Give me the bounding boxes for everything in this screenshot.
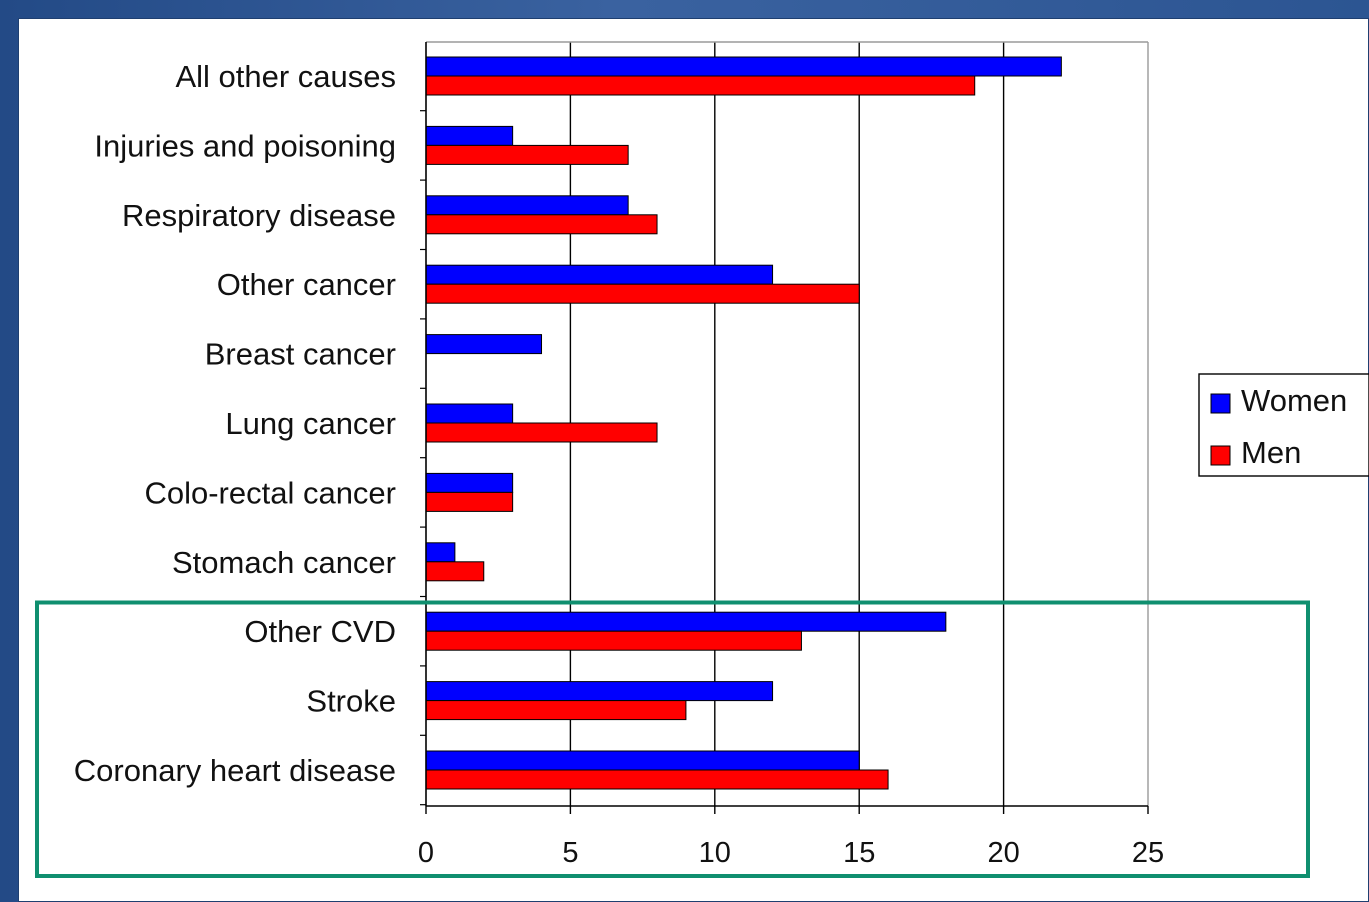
bar-women-1 (425, 125, 514, 146)
bar-women-3 (425, 264, 774, 285)
bar-men-8 (425, 630, 802, 651)
bar-women-8 (425, 611, 947, 632)
x-tick-label: 5 (562, 837, 578, 869)
bar-men-3 (425, 283, 860, 304)
category-labels: All other causes Injuries and poisoning Re… (74, 59, 396, 788)
category-label: Respiratory disease (122, 198, 396, 233)
bar-women-4 (425, 334, 543, 355)
x-tick-labels: 0 5 10 15 20 25 (418, 837, 1164, 869)
bar-men-0 (425, 75, 976, 96)
category-label: All other causes (175, 59, 396, 94)
category-label: Lung cancer (225, 406, 396, 441)
legend-label-men: Men (1241, 435, 1301, 470)
bar-men-7 (425, 561, 485, 582)
bar-women-5 (425, 403, 514, 424)
x-tick-label: 15 (843, 837, 875, 869)
axes (420, 41, 1149, 814)
legend-swatch-men (1210, 445, 1231, 466)
bar-men-6 (425, 491, 514, 512)
bar-women-6 (425, 472, 514, 493)
bars (425, 56, 1062, 790)
x-tick-label: 0 (418, 837, 434, 869)
category-label: Other cancer (217, 267, 396, 302)
bar-women-7 (425, 542, 456, 563)
grid-lines (569, 42, 1149, 806)
category-label: Injuries and poisoning (94, 128, 396, 163)
bar-men-1 (425, 144, 629, 165)
x-tick-label: 25 (1132, 837, 1164, 869)
bar-men-10 (425, 769, 889, 790)
x-tick-label: 10 (699, 837, 731, 869)
bar-men-9 (425, 700, 687, 721)
highlight-box-layer (35, 600, 1310, 878)
bar-women-9 (425, 681, 774, 702)
bar-women-10 (425, 750, 860, 771)
bar-men-2 (425, 214, 658, 235)
category-label: Stroke (306, 684, 396, 719)
x-tick-label: 20 (987, 837, 1019, 869)
bar-women-2 (425, 195, 629, 216)
category-label: Colo-rectal cancer (144, 475, 396, 510)
legend-swatch-women (1210, 393, 1231, 414)
category-label: Other CVD (244, 614, 396, 649)
bar-men-5 (425, 422, 658, 443)
bar-women-0 (425, 56, 1062, 77)
category-label: Coronary heart disease (74, 753, 396, 788)
category-label: Breast cancer (205, 337, 396, 372)
legend: Women Men (1198, 373, 1369, 477)
highlight-box (35, 600, 1310, 878)
legend-label-women: Women (1241, 383, 1347, 418)
category-label: Stomach cancer (172, 545, 396, 580)
